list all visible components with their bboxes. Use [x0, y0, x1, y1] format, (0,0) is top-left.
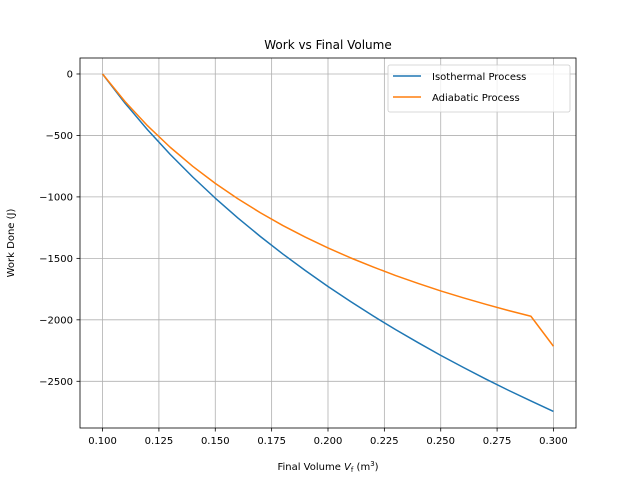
x-axis-ticks: 0.100 0.125 0.150 0.175 0.200 0.225 0.250 0.275… — [88, 428, 568, 447]
y-tick-label: −1000 — [39, 192, 73, 203]
chart-title: Work vs Final Volume — [264, 38, 391, 52]
y-axis-title: Work Done (J) — [6, 209, 17, 278]
x-tick-label: 0.150 — [201, 436, 230, 447]
y-tick-label: −2000 — [39, 315, 73, 326]
x-tick-label: 0.275 — [483, 436, 512, 447]
adiabatic-process-line — [101, 73, 555, 347]
x-axis-title-var: V — [344, 462, 352, 473]
legend-box — [387, 64, 571, 113]
x-axis-title-unit-close: ) — [375, 462, 379, 473]
x-axis-title-unit-open: (m — [353, 462, 370, 473]
x-tick-label: 0.125 — [145, 436, 174, 447]
x-tick-label: 0.250 — [426, 436, 455, 447]
y-tick-label: −1500 — [39, 254, 73, 265]
x-tick-label: 0.175 — [257, 436, 286, 447]
legend-label-adiabatic: Adiabatic Process — [432, 93, 520, 104]
x-tick-label: 0.200 — [314, 436, 343, 447]
y-axis-ticks: 0 −500 −1000 −1500 −2000 −2500 — [39, 69, 80, 388]
y-tick-label: 0 — [67, 69, 73, 80]
series-lines — [101, 73, 555, 413]
x-axis-title: Final Volume Vf (m3) — [277, 460, 378, 474]
x-tick-label: 0.300 — [539, 436, 568, 447]
x-axis-title-sup: 3 — [370, 460, 374, 468]
x-axis-title-prefix: Final Volume — [277, 462, 344, 473]
x-axis-title-sub: f — [351, 466, 354, 474]
legend-label-isothermal: Isothermal Process — [432, 72, 526, 83]
isothermal-process-line — [101, 73, 554, 413]
legend: Isothermal Process Adiabatic Process — [387, 64, 571, 113]
x-tick-label: 0.100 — [88, 436, 117, 447]
x-tick-label: 0.225 — [370, 436, 399, 447]
y-tick-label: −500 — [46, 131, 73, 142]
y-tick-label: −2500 — [39, 377, 73, 388]
